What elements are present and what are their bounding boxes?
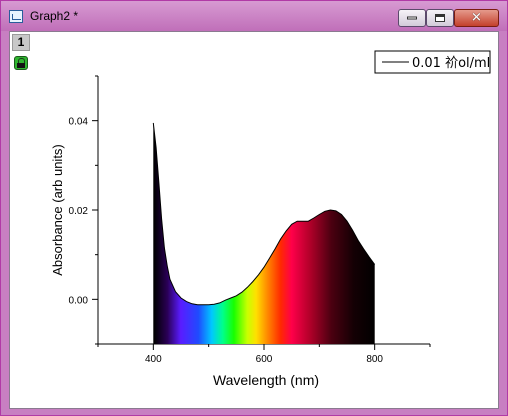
absorbance-line bbox=[152, 122, 376, 306]
y-axis-label: Absorbance (arb units) bbox=[50, 144, 65, 276]
y-tick-label: 0.02 bbox=[69, 206, 89, 217]
window-title: Graph2 * bbox=[30, 9, 79, 23]
close-icon: ✕ bbox=[471, 10, 482, 26]
x-tick-label: 600 bbox=[256, 354, 273, 365]
plot-area[interactable]: 400 600 800 0.00 0.02 0.04 Wavelength (nm) Ab… bbox=[10, 32, 500, 410]
x-tick-label: 800 bbox=[366, 354, 383, 365]
maximize-button[interactable] bbox=[426, 9, 454, 27]
title-bar[interactable]: Graph2 * ✕ bbox=[1, 1, 507, 31]
layer-tab[interactable]: 1 bbox=[12, 34, 30, 51]
y-tick-label: 0.00 bbox=[69, 295, 89, 306]
graph-page[interactable]: 1 bbox=[9, 31, 499, 409]
minimize-icon bbox=[407, 16, 417, 20]
x-axis-label: Wavelength (nm) bbox=[213, 372, 319, 388]
x-tick-label: 400 bbox=[145, 354, 162, 365]
legend[interactable]: 0.01 祄ol/ml bbox=[374, 50, 491, 74]
graph-window-icon[interactable] bbox=[9, 10, 23, 23]
maximize-icon bbox=[435, 14, 445, 22]
y-tick-label: 0.04 bbox=[69, 117, 89, 128]
absorbance-area bbox=[153, 122, 375, 345]
lock-icon[interactable] bbox=[14, 56, 28, 70]
legend-label: 0.01 祄ol/ml bbox=[412, 55, 490, 71]
minimize-button[interactable] bbox=[398, 9, 426, 27]
close-button[interactable]: ✕ bbox=[454, 9, 499, 27]
